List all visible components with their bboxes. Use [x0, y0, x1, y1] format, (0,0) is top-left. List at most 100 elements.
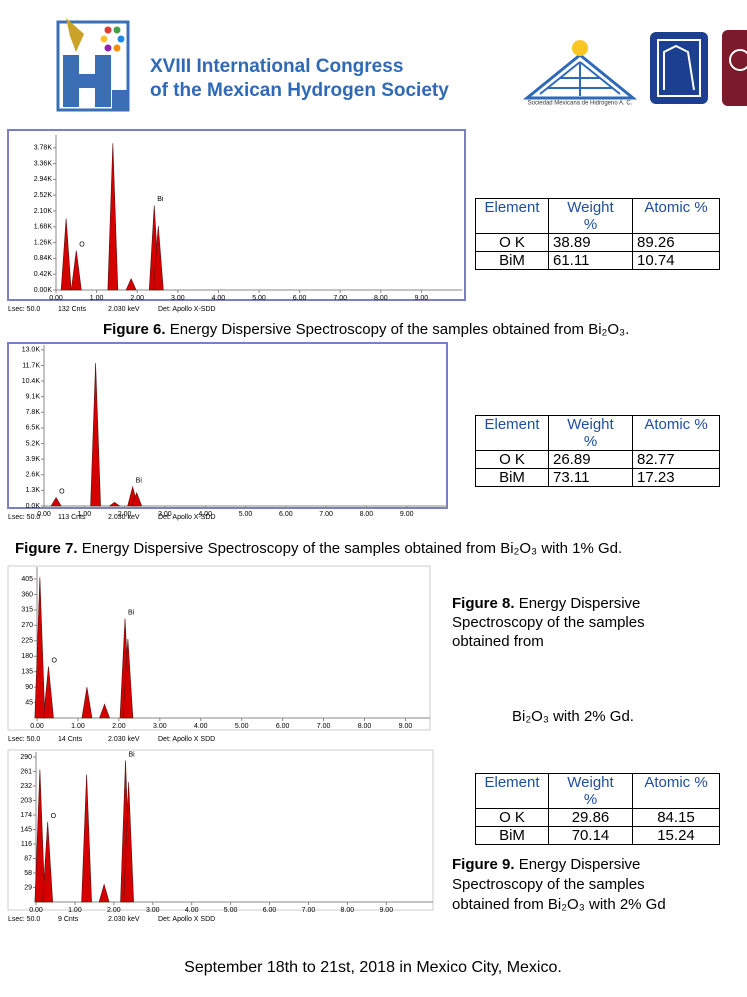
- spectrum-frame: [7, 749, 434, 911]
- x-tick-label: 6.00: [263, 907, 277, 914]
- x-tick-label: 2.00: [130, 295, 144, 302]
- y-tick-label: 0.0K: [26, 503, 41, 510]
- x-tick-label: 0.00: [29, 907, 43, 914]
- y-tick-label: 45: [25, 699, 33, 706]
- spectrum-peak: [34, 769, 46, 903]
- x-tick-label: 4.00: [212, 295, 226, 302]
- spectrum-info: Det: Apollo X-SDD: [158, 514, 216, 521]
- ipn-logo: [722, 30, 747, 106]
- x-tick-label: 9.00: [399, 723, 413, 730]
- spectrum-info: Det: Apollo X-SDD: [158, 306, 216, 313]
- table-cell: O K: [475, 808, 549, 827]
- x-tick-label: 6.00: [279, 511, 293, 518]
- y-tick-label: 232: [20, 783, 32, 790]
- society-name: Sociedad Mexicana de Hidrógeno A. C.: [528, 101, 633, 107]
- x-tick-label: 1.00: [68, 907, 82, 914]
- table-cell: BiM: [475, 826, 549, 845]
- y-tick-label: 3.78K: [34, 145, 53, 152]
- spectrum-peak: [108, 502, 121, 507]
- table-cell: Element: [475, 415, 549, 451]
- figure-caption: Spectroscopy of the samples: [452, 875, 645, 894]
- y-tick-label: 2.6K: [26, 472, 41, 479]
- spectrum-info: Lsec: 50.0: [8, 736, 40, 743]
- table-cell: 26.89: [548, 450, 633, 469]
- table-cell: Weight %: [548, 415, 633, 451]
- y-tick-label: 145: [20, 826, 32, 833]
- y-tick-label: 203: [20, 797, 32, 804]
- table-cell: 82.77: [632, 450, 720, 469]
- caption-text: Spectroscopy of the samples: [452, 876, 645, 893]
- x-tick-label: 5.00: [239, 511, 253, 518]
- figure-label: Figure 9.: [452, 856, 515, 873]
- y-tick-label: 13.0K: [22, 347, 41, 354]
- figure-caption: Bi₂O₃ with 2% Gd.: [512, 707, 634, 726]
- y-tick-label: 0.84K: [34, 255, 53, 262]
- y-tick-label: 2.52K: [34, 192, 53, 199]
- spectrum-info: 2.030 keV: [108, 514, 140, 521]
- y-tick-label: 58: [24, 870, 32, 877]
- x-tick-label: 3.00: [153, 723, 167, 730]
- congress-title: XVIII International Congress: [150, 56, 403, 77]
- table-cell: Atomic %: [632, 415, 720, 451]
- element-table: Element Weight % Atomic % O K 26.89 82.77 BiM 7…: [475, 415, 720, 487]
- y-tick-label: 315: [21, 607, 33, 614]
- peak-label: O: [59, 488, 65, 495]
- x-tick-label: 7.00: [302, 907, 316, 914]
- y-tick-label: 6.5K: [26, 425, 41, 432]
- spectrum-peak: [70, 250, 82, 291]
- caption-text: Bi₂O₃ with 2% Gd.: [512, 708, 634, 725]
- spectrum-info: 132 Cnts: [58, 306, 87, 313]
- congress-title: of the Mexican Hydrogen Society: [150, 80, 449, 101]
- table-cell: 89.26: [632, 233, 720, 252]
- society-logo: [522, 40, 638, 100]
- table-cell: Weight %: [548, 773, 633, 809]
- figure-caption: obtained from: [452, 632, 544, 651]
- x-tick-label: 1.00: [90, 295, 104, 302]
- table-cell: Weight %: [548, 198, 633, 234]
- spectrum-peak: [34, 577, 46, 719]
- spectrum-frame: [7, 342, 448, 509]
- table-cell: 17.23: [632, 468, 720, 487]
- y-tick-label: 10.4K: [22, 378, 41, 385]
- caption-text: obtained from Bi₂O₃ with 2% Gd: [452, 896, 666, 913]
- spectrum-peak: [122, 639, 134, 719]
- spectrum-info: 14 Cnts: [58, 736, 83, 743]
- x-tick-label: 7.00: [333, 295, 347, 302]
- y-tick-label: 174: [20, 812, 32, 819]
- spectrum-peak: [81, 774, 92, 903]
- spectrum-peak: [60, 218, 72, 291]
- table-cell: O K: [475, 450, 549, 469]
- figure-caption: Spectroscopy of the samples: [452, 613, 645, 632]
- x-tick-label: 4.00: [185, 907, 199, 914]
- x-tick-label: 0.00: [49, 295, 63, 302]
- y-tick-label: 7.8K: [26, 409, 41, 416]
- peak-label: Bi: [129, 751, 136, 758]
- table-cell: BiM: [475, 468, 549, 487]
- spectrum-peak: [123, 781, 134, 903]
- esiqie-logo: [650, 32, 708, 104]
- spectrum-peak: [42, 821, 53, 903]
- y-tick-label: 3.36K: [34, 160, 53, 167]
- table-cell: O K: [475, 233, 549, 252]
- spectrum-frame: [7, 129, 466, 301]
- y-tick-label: 1.68K: [34, 224, 53, 231]
- x-tick-label: 3.00: [171, 295, 185, 302]
- caption-text: Energy Dispersive Spectroscopy of the sa…: [81, 540, 623, 557]
- spectrum-frame: [7, 565, 431, 731]
- x-tick-label: 2.00: [118, 511, 132, 518]
- caption-text: Spectroscopy of the samples: [452, 614, 645, 631]
- x-tick-label: 1.00: [71, 723, 85, 730]
- spectrum-peak: [81, 687, 93, 719]
- x-tick-label: 8.00: [358, 723, 372, 730]
- peak-label: Bi: [136, 478, 143, 485]
- y-tick-label: 1.26K: [34, 239, 53, 246]
- spectrum-peak: [152, 226, 164, 291]
- y-tick-label: 29: [24, 884, 32, 891]
- x-tick-label: 3.00: [158, 511, 172, 518]
- x-tick-label: 6.00: [293, 295, 307, 302]
- y-tick-label: 360: [21, 591, 33, 598]
- table-cell: Atomic %: [632, 198, 720, 234]
- spectrum-info: 2.030 keV: [108, 736, 140, 743]
- table-cell: Element: [475, 198, 549, 234]
